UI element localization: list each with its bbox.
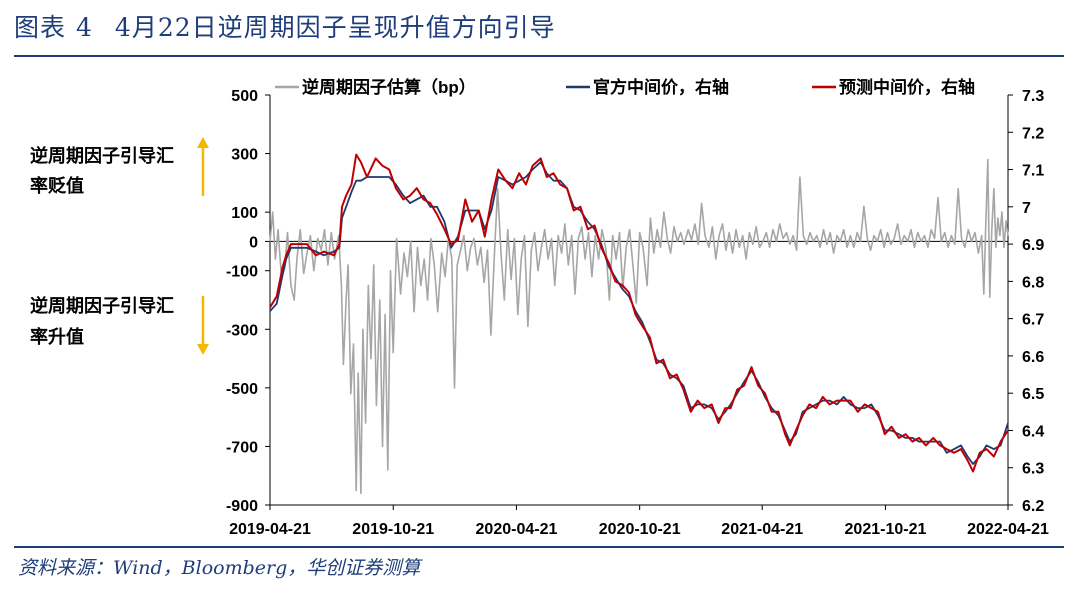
x-tick-label: 2021-04-21 [721, 521, 803, 538]
left-tick-label: 500 [231, 88, 258, 105]
right-tick-label: 6.5 [1022, 386, 1044, 403]
left-tick-label: 300 [231, 147, 258, 164]
x-tick-label: 2020-04-21 [476, 521, 558, 538]
series-layer [269, 153, 1009, 495]
annotations: 逆周期因子引导汇 率贬值 逆周期因子引导汇 率升值 [30, 137, 209, 355]
figure-title-text: 4月22日逆周期因子呈现升值方向引导 [114, 13, 556, 42]
title-rule [14, 55, 1064, 57]
legend-label-2: 预测中间价，右轴 [839, 77, 975, 97]
x-tick-label: 2021-10-21 [845, 521, 927, 538]
arrow-down-head [197, 344, 209, 355]
figure-label: 图表 [14, 13, 67, 42]
left-tick-label: -500 [226, 381, 258, 398]
figure-title: 图表 4 4月22日逆周期因子呈现升值方向引导 [14, 6, 1064, 50]
legend-label-0: 逆周期因子估算（bp） [302, 77, 476, 97]
arrow-up-icon [197, 137, 209, 196]
right-tick-label: 6.4 [1022, 423, 1044, 440]
left-tick-label: 0 [249, 234, 258, 251]
left-tick-label: -100 [226, 264, 258, 281]
right-tick-label: 7.1 [1022, 163, 1044, 180]
annot-appreciation-line1: 逆周期因子引导汇 [30, 295, 174, 316]
right-tick-label: 6.2 [1022, 498, 1044, 515]
right-tick-label: 7.3 [1022, 88, 1044, 105]
arrow-down-icon [197, 296, 209, 355]
figure-number: 4 [76, 13, 93, 42]
right-tick-label: 6.9 [1022, 237, 1044, 254]
annot-appreciation-line2: 率升值 [30, 326, 84, 347]
right-tick-label: 6.6 [1022, 349, 1044, 366]
x-tick-label: 2019-10-21 [352, 521, 434, 538]
right-tick-label: 7.2 [1022, 125, 1044, 142]
series-line-2 [269, 153, 1009, 473]
axes: 500 300 100 0 -100 -300 -500 -700 -900 7.3 7.2 7.1 7… [226, 88, 1049, 538]
series-line-0 [269, 158, 1009, 495]
x-tick-label: 2022-04-21 [967, 521, 1049, 538]
x-tick-label: 2020-10-21 [599, 521, 681, 538]
annot-depreciation-line1: 逆周期因子引导汇 [30, 145, 174, 166]
arrow-up-head [197, 137, 209, 148]
left-tick-label: -700 [226, 439, 258, 456]
source-note: 资料来源：Wind，Bloomberg，华创证券测算 [18, 557, 421, 579]
legend-label-1: 官方中间价，右轴 [593, 77, 729, 97]
left-tick-label: -900 [226, 498, 258, 515]
left-tick-label: 100 [231, 205, 258, 222]
right-tick-label: 7 [1022, 200, 1031, 217]
right-tick-label: 6.7 [1022, 312, 1044, 329]
left-tick-label: -300 [226, 322, 258, 339]
right-tick-label: 6.3 [1022, 461, 1044, 478]
x-tick-label: 2019-04-21 [229, 521, 311, 538]
right-tick-label: 6.8 [1022, 274, 1044, 291]
footer-rule [14, 546, 1064, 548]
annot-depreciation-line2: 率贬值 [30, 175, 84, 196]
legend: 逆周期因子估算（bp） 官方中间价，右轴 预测中间价，右轴 [275, 77, 975, 97]
